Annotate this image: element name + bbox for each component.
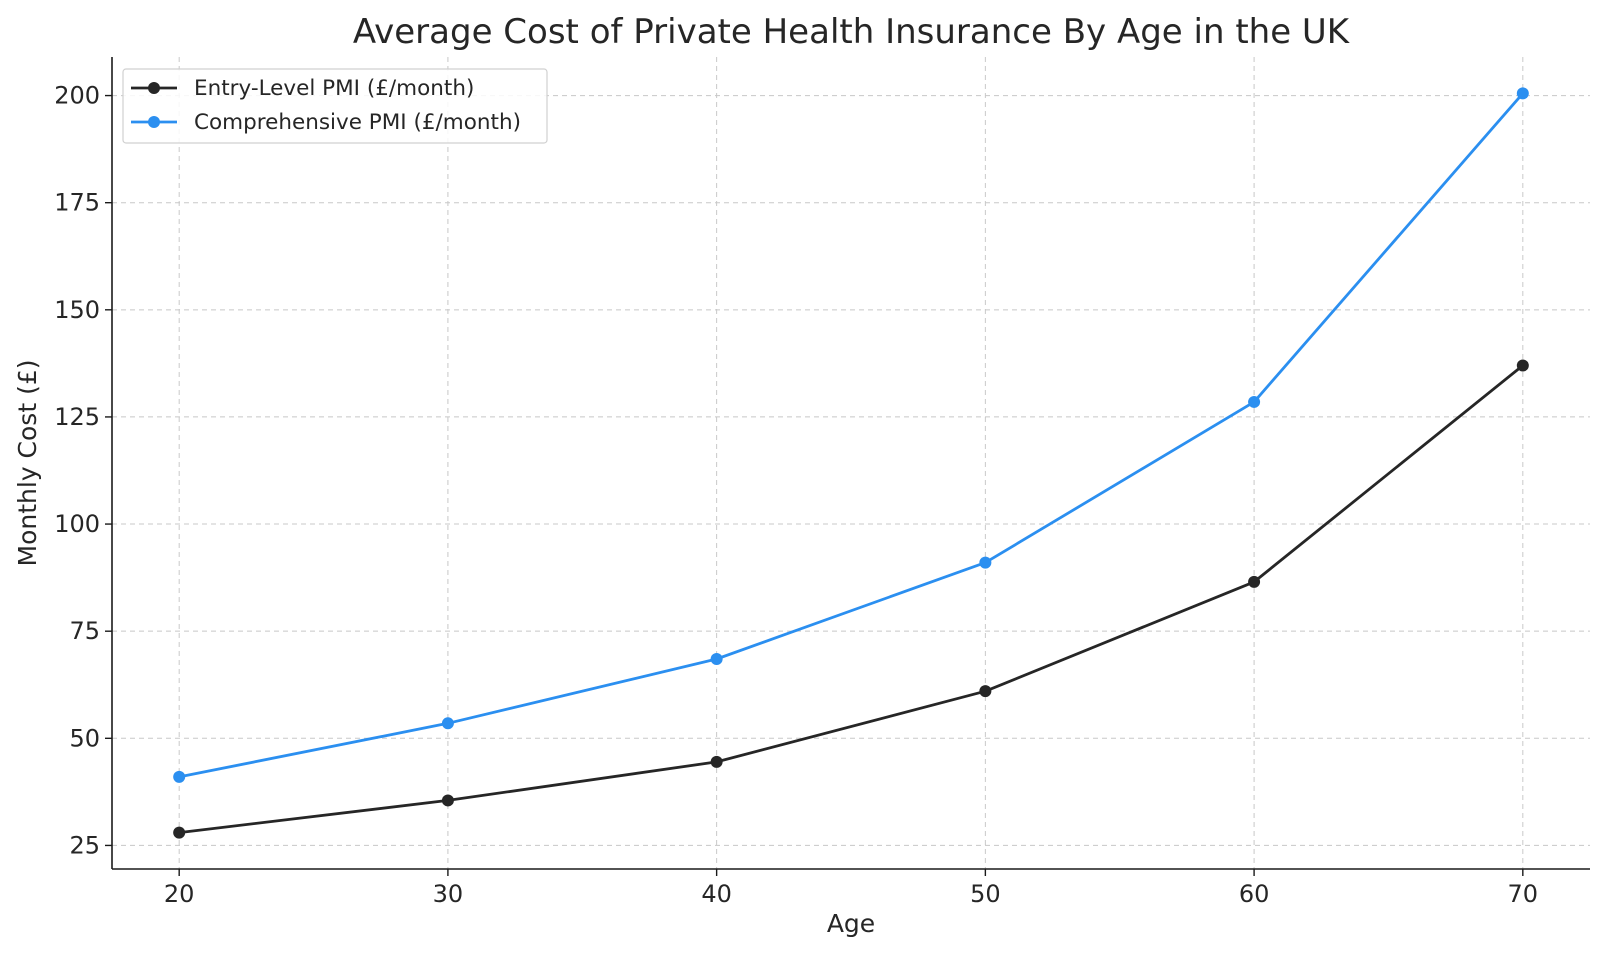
legend-frame	[122, 68, 548, 144]
x-tick-label: 20	[164, 880, 195, 908]
legend-swatch-marker	[148, 116, 160, 128]
data-point	[441, 717, 454, 730]
data-point	[1516, 87, 1529, 100]
data-point	[441, 794, 454, 807]
y-tick-label: 75	[69, 617, 100, 645]
grid-lines	[112, 57, 1590, 869]
series-line-1	[178, 92, 1524, 779]
legend-entry-comprehensive: Comprehensive PMI (£/month)	[131, 110, 521, 135]
data-point	[173, 826, 186, 839]
y-tick-label: 175	[54, 189, 100, 217]
x-axis-label: Age	[827, 909, 875, 938]
series-line-0	[179, 364, 1524, 834]
y-axis-label: Monthly Cost (£)	[13, 360, 42, 567]
series	[173, 87, 1529, 839]
y-tick-label: 125	[54, 403, 100, 431]
legend-entry-entry-level: Entry-Level PMI (£/month)	[131, 76, 474, 101]
ticks: 20 30 40 50 60 70 25 50 75 100 125 150 175 200	[54, 82, 1538, 908]
legend-swatch-marker	[148, 82, 160, 94]
y-tick-label: 25	[69, 831, 100, 859]
data-point	[1248, 575, 1261, 588]
legend-label: Comprehensive PMI (£/month)	[194, 110, 521, 135]
axes	[111, 57, 1590, 870]
x-tick-label: 50	[970, 880, 1001, 908]
y-tick-label: 200	[54, 82, 100, 110]
data-point	[979, 556, 992, 569]
data-point	[173, 770, 186, 783]
chart-title: Average Cost of Private Health Insurance…	[353, 12, 1351, 52]
y-tick-label: 150	[54, 296, 100, 324]
data-point	[710, 755, 723, 768]
data-point	[1516, 359, 1529, 372]
y-tick-label: 100	[54, 510, 100, 538]
data-point	[1248, 395, 1261, 408]
y-tick-label: 50	[69, 724, 100, 752]
legend: Entry-Level PMI (£/month) Comprehensive …	[122, 68, 548, 144]
x-tick-label: 60	[1239, 880, 1270, 908]
x-tick-label: 30	[433, 880, 464, 908]
data-point	[710, 653, 723, 666]
legend-label: Entry-Level PMI (£/month)	[194, 76, 474, 101]
data-point	[979, 685, 992, 698]
x-tick-label: 70	[1508, 880, 1539, 908]
x-tick-label: 40	[701, 880, 732, 908]
